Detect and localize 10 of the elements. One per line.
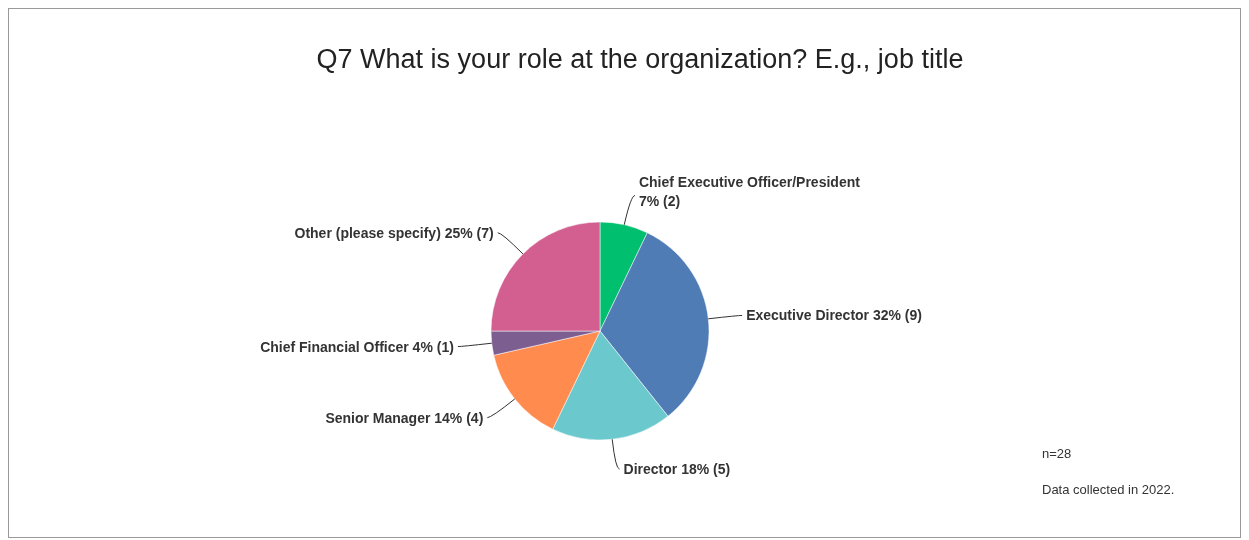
slice-label: Director 18% (5): [623, 461, 731, 478]
text: Data collected in 2022.: [1042, 482, 1175, 497]
chart-title: Q7 What is your role at the organization? E.g., job title: [316, 44, 964, 74]
text: n=28: [1042, 446, 1072, 461]
data-label: 7% (2): [638, 193, 681, 210]
slice-label: Chief Financial Officer 4% (1): [260, 338, 454, 355]
slice-label: Executive Director 32% (9): [746, 307, 922, 324]
slice-label: Chief Executive Officer/President: [638, 174, 861, 191]
slice-label: Other (please specify) 25% (7): [294, 224, 494, 241]
slice-label: Senior Manager 14% (4): [325, 409, 484, 426]
